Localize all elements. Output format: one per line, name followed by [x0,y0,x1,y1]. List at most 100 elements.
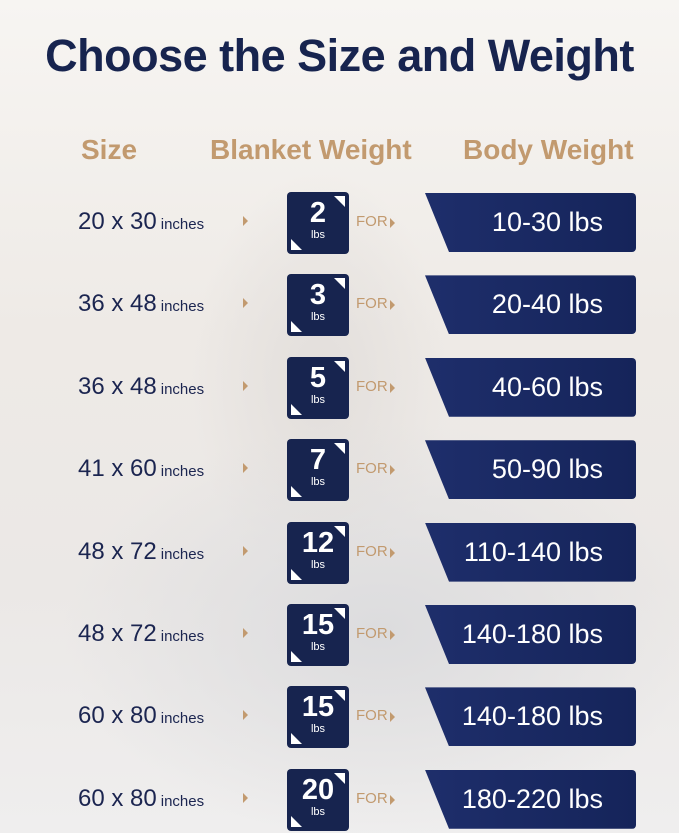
blanket-weight-unit: lbs [310,558,326,571]
size-unit: inches [160,792,205,810]
blanket-weight-badge: 15 lbs [287,604,349,666]
size-row: 48 x 72 inches 15 lbs FOR 140-180 lbs [0,604,679,666]
corner-triangle-icon [334,608,345,619]
corner-triangle-icon [291,815,302,827]
corner-triangle-icon [291,651,302,662]
size-row: 48 x 72 inches 12 lbs FOR 110-140 lbs [0,521,679,584]
size-label: 36 x 48 inches [78,373,204,401]
body-weight-value: 140-180 lbs [461,701,603,732]
body-weight-banner: 50-90 lbs [425,440,636,500]
corner-triangle-icon [291,239,302,250]
body-weight-value: 50-90 lbs [491,454,603,485]
arrow-right-icon [243,545,248,556]
body-weight-value: 180-220 lbs [461,783,603,814]
arrow-right-icon [390,218,395,228]
body-weight-value: 110-140 lbs [463,536,603,567]
blanket-weight-badge: 5 lbs [287,356,349,419]
size-value: 48 x 72 [78,620,157,647]
size-value: 48 x 72 [78,537,157,565]
arrow-right-icon [390,382,395,393]
size-value: 60 x 80 [78,784,157,812]
size-row: 41 x 60 inches 7 lbs FOR 50-90 lbs [0,439,679,502]
arrow-right-icon [390,465,395,476]
for-label: FOR [356,295,388,313]
blanket-weight-unit: lbs [310,641,326,653]
size-label: 60 x 80 inches [78,702,204,730]
size-row: 60 x 80 inches 20 lbs FOR 180-220 lbs [0,768,679,831]
size-unit: inches [160,710,205,728]
for-label: FOR [356,542,388,560]
corner-triangle-icon [334,772,345,784]
arrow-right-icon [243,463,248,474]
body-weight-value: 10-30 lbs [491,207,603,237]
arrow-right-icon [243,710,248,721]
arrow-right-icon [243,628,248,638]
body-weight-banner: 180-220 lbs [425,769,636,829]
page-title: Choose the Size and Weight [45,30,634,81]
corner-triangle-icon [291,568,302,580]
arrow-right-icon [390,794,395,805]
for-label: FOR [356,625,388,642]
blanket-weight-badge: 20 lbs [287,768,349,831]
body-weight-banner: 140-180 lbs [425,687,636,747]
size-unit: inches [160,628,205,645]
for-label: FOR [356,789,388,807]
corner-triangle-icon [334,690,345,702]
for-label: FOR [356,707,388,725]
header-size: Size [81,134,138,165]
for-label: FOR [356,213,388,230]
size-unit: inches [160,298,205,316]
header-blanket-weight: Blanket Weight [210,134,412,165]
blanket-weight-value: 5 [309,361,327,394]
size-unit: inches [160,545,205,563]
blanket-weight-badge: 15 lbs [287,686,349,749]
corner-triangle-icon [334,443,345,455]
corner-triangle-icon [334,525,345,537]
blanket-weight-badge: 12 lbs [287,521,349,584]
arrow-right-icon [390,300,395,311]
arrow-right-icon [390,630,395,640]
size-row: 20 x 30 inches 2 lbs FOR 10-30 lbs [0,192,679,254]
corner-triangle-icon [334,278,345,290]
body-weight-banner: 20-40 lbs [425,275,636,335]
arrow-right-icon [390,712,395,723]
blanket-weight-unit: lbs [310,393,326,406]
blanket-weight-badge: 7 lbs [287,439,349,502]
for-label: FOR [356,460,388,478]
arrow-right-icon [243,792,248,803]
size-row: 36 x 48 inches 5 lbs FOR 40-60 lbs [0,356,679,419]
size-label: 36 x 48 inches [78,290,204,318]
for-label: FOR [356,377,388,395]
body-weight-value: 40-60 lbs [491,371,603,402]
blanket-weight-value: 15 [301,609,335,641]
corner-triangle-icon [334,196,345,207]
size-value: 20 x 30 [78,208,157,235]
corner-triangle-icon [291,321,302,333]
body-weight-banner: 40-60 lbs [425,357,636,417]
blanket-weight-value: 12 [301,526,335,559]
blanket-weight-unit: lbs [310,805,326,818]
size-value: 41 x 60 [78,455,157,483]
blanket-weight-value: 7 [309,444,327,477]
arrow-right-icon [243,380,248,391]
arrow-right-icon [390,547,395,558]
blanket-weight-value: 15 [301,691,335,724]
size-row: 36 x 48 inches 3 lbs FOR 20-40 lbs [0,274,679,337]
size-unit: inches [160,463,205,481]
size-label: 60 x 80 inches [78,785,204,813]
corner-triangle-icon [291,403,302,415]
blanket-weight-unit: lbs [310,311,326,324]
body-weight-banner: 110-140 lbs [425,522,636,582]
arrow-right-icon [243,216,248,226]
body-weight-banner: 10-30 lbs [425,193,636,252]
blanket-weight-badge: 3 lbs [287,274,349,337]
blanket-weight-unit: lbs [310,229,326,241]
size-label: 48 x 72 inches [78,538,204,566]
corner-triangle-icon [291,733,302,745]
size-row: 60 x 80 inches 15 lbs FOR 140-180 lbs [0,686,679,749]
blanket-weight-badge: 2 lbs [287,192,349,254]
size-unit: inches [160,216,205,233]
size-value: 60 x 80 [78,702,157,730]
size-label: 20 x 30 inches [78,208,204,236]
